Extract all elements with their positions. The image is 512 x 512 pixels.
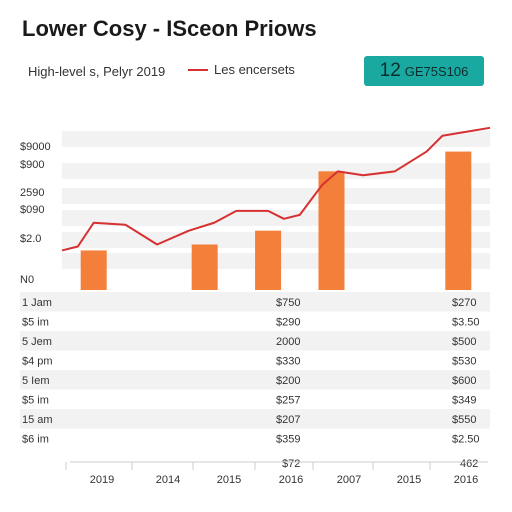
table-row-mid-value: $330 <box>276 356 300 368</box>
table-row-right-value: $349 <box>452 395 476 407</box>
table-row-right-value: $530 <box>452 356 476 368</box>
bar <box>80 250 107 290</box>
summary-badge[interactable]: 12 GE75S106 <box>364 56 484 86</box>
table-row-label: 1 Jam <box>22 297 52 309</box>
bottom-right-value: 462 <box>460 458 478 470</box>
x-tick-label: 2019 <box>90 474 114 486</box>
table-row-mid-value: $290 <box>276 317 300 329</box>
grid-band <box>62 131 490 147</box>
table-row-right-value: $270 <box>452 297 476 309</box>
table-row-band <box>20 292 490 312</box>
table-row-label: 5 Iem <box>22 375 50 387</box>
table-row-right-value: $2.50 <box>452 434 480 446</box>
table-row-mid-value: $750 <box>276 297 300 309</box>
table-row-mid-value: $200 <box>276 375 300 387</box>
table-row-right-value: $550 <box>452 414 476 426</box>
table-row-band <box>20 370 490 390</box>
badge-code: GE75S106 <box>404 63 469 79</box>
legend-line-swatch <box>188 68 208 71</box>
table-row-label: $5 im <box>22 317 49 329</box>
x-tick-label: 2016 <box>279 474 303 486</box>
table-row-band <box>20 331 490 351</box>
badge-number: 12 <box>379 60 401 81</box>
table-row-right-value: $3.50 <box>452 317 480 329</box>
chart-subtitle: High-level s, Pelyr 2019 <box>28 64 166 79</box>
y-tick-label: 2590 <box>20 187 44 199</box>
x-tick-label: 2015 <box>217 474 241 486</box>
table-row-label: $4 pm <box>22 356 53 368</box>
table-row-mid-value: $257 <box>276 395 300 407</box>
table-row-right-value: $600 <box>452 375 476 387</box>
bar <box>255 230 282 290</box>
table-row-mid-value: 2000 <box>276 336 300 348</box>
grid-band <box>62 210 490 226</box>
chart-title: Lower Cosy - IScеon Priows <box>22 16 317 41</box>
grid-band <box>62 163 490 179</box>
legend: Les encersets <box>188 62 295 77</box>
table-row-label: 15 am <box>22 414 53 426</box>
table-row-label: $5 im <box>22 395 49 407</box>
y-tick-label: $090 <box>20 204 44 216</box>
x-tick-label: 2014 <box>156 474 180 486</box>
y-tick-label: N0 <box>20 274 34 286</box>
table-row-right-value: $500 <box>452 336 476 348</box>
bar <box>318 171 345 290</box>
y-tick-label: $2.0 <box>20 233 41 245</box>
table-row-band <box>20 409 490 429</box>
series-line <box>61 126 491 252</box>
x-tick-label: 2015 <box>397 474 421 486</box>
bar <box>445 151 472 290</box>
x-tick-label: 2007 <box>337 474 361 486</box>
bottom-mid-value: $72 <box>282 458 300 470</box>
table-row-mid-value: $207 <box>276 414 300 426</box>
y-tick-label: $9000 <box>20 141 51 153</box>
legend-label: Les encersets <box>214 62 295 77</box>
grid-band <box>62 188 490 204</box>
table-row-label: $6 im <box>22 434 49 446</box>
table-row-label: 5 Jem <box>22 336 52 348</box>
x-tick-label: 2016 <box>454 474 478 486</box>
bar <box>191 244 218 290</box>
y-tick-label: $900 <box>20 159 44 171</box>
table-row-mid-value: $359 <box>276 434 300 446</box>
